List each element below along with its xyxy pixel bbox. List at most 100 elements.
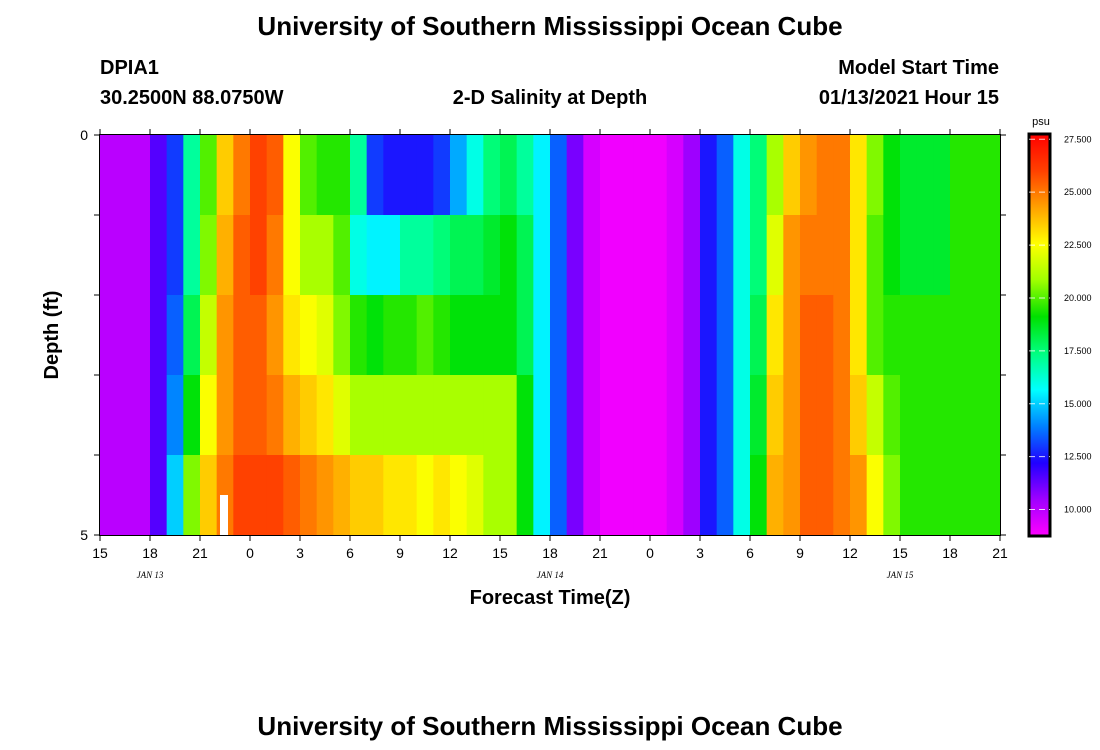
heatmap-cell <box>333 295 351 376</box>
station-id: DPIA1 <box>100 57 159 79</box>
colorbar-ticks: 27.500 25.000 22.500 20.000 17.500 15.000 12.5… <box>1029 134 1092 515</box>
heatmap-cell <box>450 375 468 456</box>
heatmap-cell <box>950 215 968 296</box>
heatmap-cell <box>966 455 984 536</box>
heatmap-cell <box>716 375 734 456</box>
heatmap-cell <box>916 375 934 456</box>
heatmap-cell <box>900 295 918 376</box>
chart-title: University of Southern Mississippi Ocean… <box>257 11 842 41</box>
heatmap-cell <box>883 295 901 376</box>
heatmap-cell <box>550 215 568 296</box>
heatmap-cell <box>633 375 651 456</box>
heatmap-cell <box>233 295 251 376</box>
heatmap-cell <box>183 375 201 456</box>
heatmap-cell <box>850 135 868 216</box>
heatmap-cell <box>800 215 818 296</box>
heatmap-cell <box>983 375 1001 456</box>
heatmap-cell <box>400 295 418 376</box>
heatmap-cell <box>133 135 151 216</box>
x-tick-label: 15 <box>892 545 908 561</box>
heatmap-cell <box>533 135 551 216</box>
heatmap-cell <box>866 375 884 456</box>
heatmap-cell <box>983 215 1001 296</box>
heatmap-cell <box>866 455 884 536</box>
heatmap-cell <box>350 375 368 456</box>
heatmap-cell <box>683 135 701 216</box>
heatmap-cell <box>900 455 918 536</box>
x-tick-label: 15 <box>492 545 508 561</box>
heatmap-cell <box>683 215 701 296</box>
heatmap-cell <box>483 135 501 216</box>
x-tick-label: 9 <box>796 545 804 561</box>
heatmap-cell <box>833 215 851 296</box>
heatmap-cell <box>633 135 651 216</box>
heatmap-cell <box>783 455 801 536</box>
heatmap-cell <box>566 135 584 216</box>
heatmap-cell <box>616 375 634 456</box>
heatmap-cell <box>166 375 184 456</box>
heatmap-cell <box>616 455 634 536</box>
heatmap-cell <box>516 295 534 376</box>
heatmap-cell <box>166 215 184 296</box>
colorbar-tick-label: 17.500 <box>1064 346 1092 356</box>
heatmap-cell <box>500 295 518 376</box>
x-tick-label: 18 <box>142 545 158 561</box>
heatmap-cell <box>416 295 434 376</box>
heatmap-cell <box>500 135 518 216</box>
heatmap-cell <box>766 455 784 536</box>
heatmap-cell <box>950 455 968 536</box>
heatmap-cell <box>916 295 934 376</box>
heatmap-cell <box>783 295 801 376</box>
heatmap-cell <box>900 375 918 456</box>
heatmap-cell <box>700 375 718 456</box>
heatmap-cell <box>566 455 584 536</box>
x-tick-label: 21 <box>592 545 608 561</box>
heatmap-cell <box>500 375 518 456</box>
heatmap-cell <box>600 295 618 376</box>
heatmap-cell <box>116 375 134 456</box>
heatmap-cell <box>233 135 251 216</box>
heatmap-cell <box>600 215 618 296</box>
heatmap-cell <box>933 295 951 376</box>
heatmap-cell <box>833 375 851 456</box>
heatmap-cell <box>750 135 768 216</box>
heatmap-cell <box>950 375 968 456</box>
heatmap-cells <box>100 135 1001 536</box>
heatmap-cell <box>216 375 234 456</box>
heatmap-cell <box>133 215 151 296</box>
heatmap-cell <box>333 375 351 456</box>
heatmap-cell <box>733 295 751 376</box>
heatmap-cell <box>816 375 834 456</box>
heatmap-cell <box>583 135 601 216</box>
heatmap-cell <box>550 135 568 216</box>
heatmap-cell <box>216 295 234 376</box>
heatmap-cell <box>250 135 268 216</box>
heatmap-cell <box>650 215 668 296</box>
heatmap-cell <box>816 455 834 536</box>
heatmap-cell <box>266 375 284 456</box>
heatmap-cell <box>483 455 501 536</box>
heatmap-cell <box>566 215 584 296</box>
x-tick-label: 18 <box>942 545 958 561</box>
heatmap-cell <box>750 375 768 456</box>
x-tick-label: 21 <box>192 545 208 561</box>
heatmap-cell <box>150 215 168 296</box>
colorbar-unit: psu <box>1032 116 1050 128</box>
heatmap-cell <box>200 135 218 216</box>
heatmap-cell <box>200 455 218 536</box>
heatmap-cell <box>516 215 534 296</box>
heatmap-cell <box>316 135 334 216</box>
heatmap-cell <box>783 135 801 216</box>
heatmap-cell <box>333 455 351 536</box>
heatmap-cell <box>400 455 418 536</box>
heatmap-cell <box>600 135 618 216</box>
heatmap-cell <box>750 215 768 296</box>
heatmap-cell <box>650 135 668 216</box>
heatmap-cell <box>316 215 334 296</box>
heatmap-cell <box>100 295 118 376</box>
heatmap-cell <box>600 375 618 456</box>
heatmap-cell <box>466 375 484 456</box>
heatmap-cell <box>433 295 451 376</box>
heatmap-cell <box>150 455 168 536</box>
